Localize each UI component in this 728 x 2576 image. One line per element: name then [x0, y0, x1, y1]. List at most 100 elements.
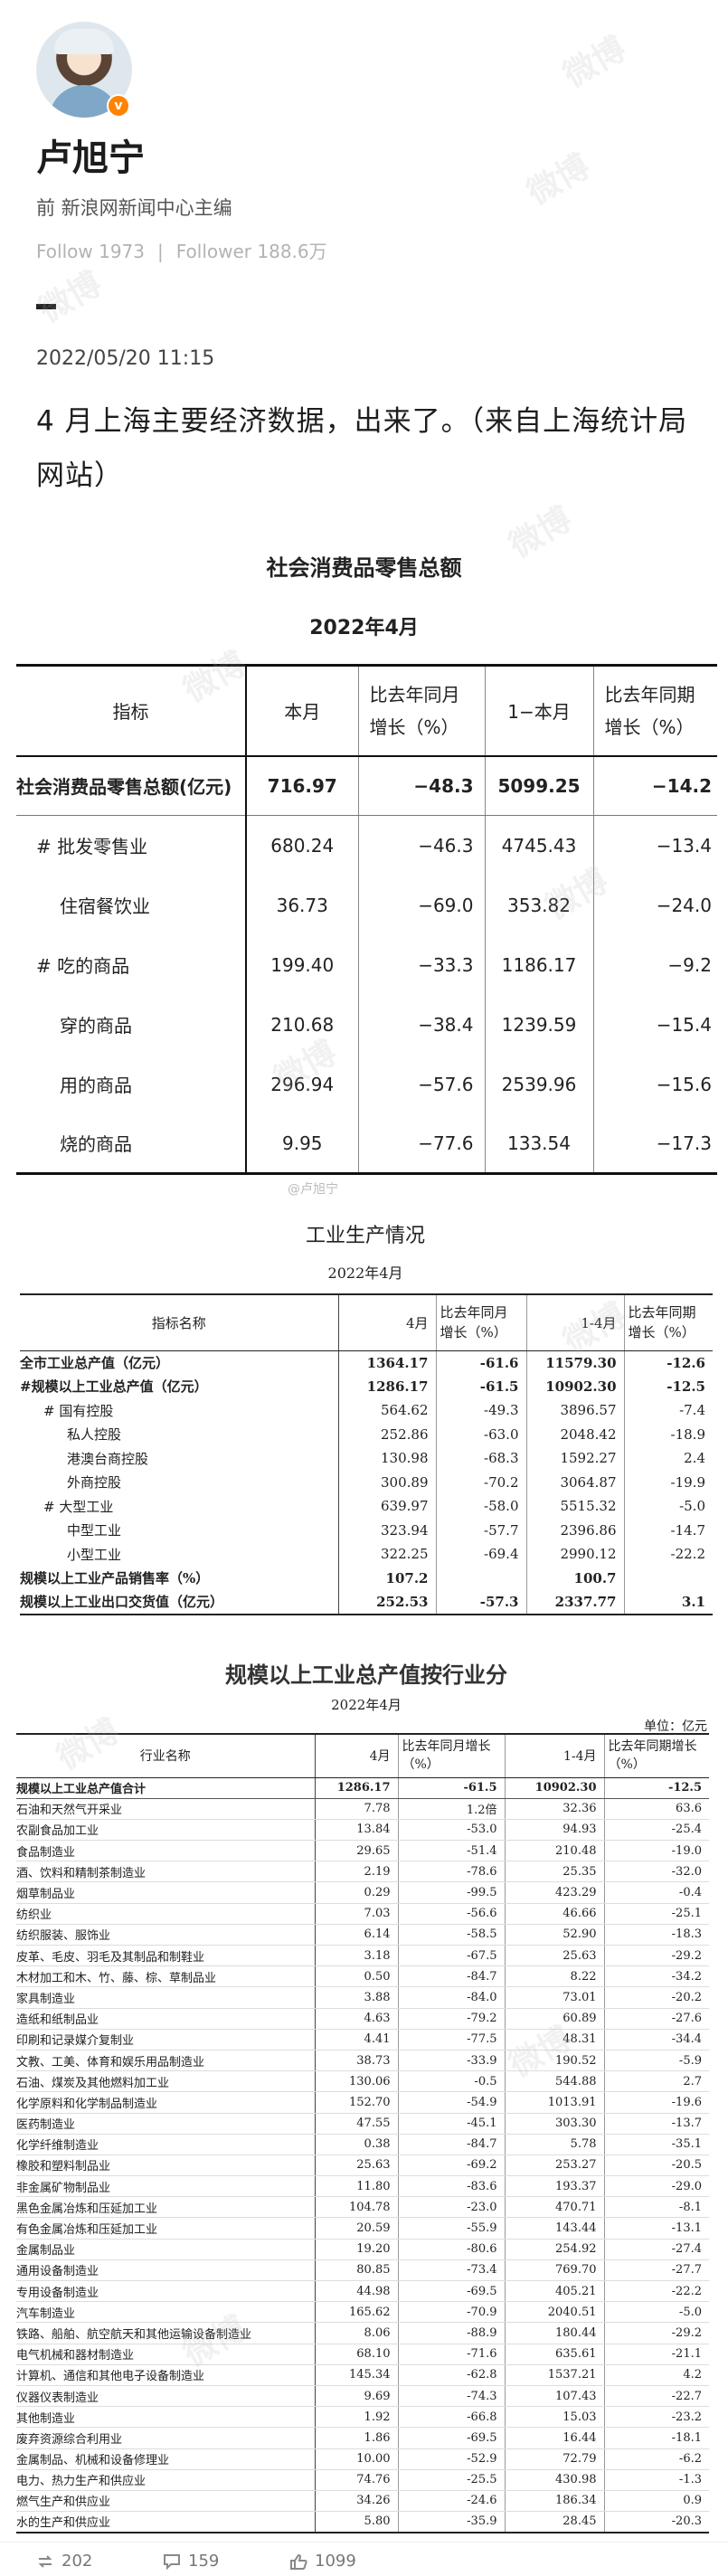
cell-value: 5099.25	[484, 755, 593, 816]
cell-value: 11579.30	[525, 1350, 624, 1375]
cell-value: -79.2	[397, 2008, 505, 2030]
cell-value: 1286.17	[337, 1374, 436, 1398]
cell-value: 2040.51	[504, 2301, 604, 2324]
row-label: 中型工业	[67, 1522, 122, 1539]
header-cell: 1-4月	[504, 1733, 604, 1778]
cell-value: -18.1	[603, 2427, 709, 2449]
table-row: 汽车制造业 165.62 -70.9 2040.51 -5.0	[16, 2301, 709, 2324]
cell-value: -0.5	[397, 2070, 505, 2093]
table-row: 木材加工和木、竹、藤、棕、草制品业 0.50 -84.7 8.22 -34.2	[16, 1965, 709, 1988]
header-cell: 比去年同月增长（%）	[435, 1293, 526, 1351]
cell-value: -29.2	[603, 2322, 709, 2344]
cell-value: -22.7	[603, 2385, 709, 2408]
cell-value: -32.0	[603, 1861, 709, 1883]
table-row: 电气机械和器材制造业 68.10 -71.6 635.61 -21.1	[16, 2344, 709, 2365]
cell-value: -14.7	[623, 1518, 713, 1542]
cell-value: 1.86	[314, 2427, 398, 2449]
table-row: 石油和天然气开采业 7.78 1.2倍 32.36 63.6	[16, 1798, 709, 1820]
cell-value: 190.52	[504, 2050, 604, 2072]
repost-button[interactable]: 202	[36, 2552, 92, 2571]
cell-value: 25.63	[504, 1945, 604, 1967]
cell-value: 353.82	[484, 875, 593, 935]
cell-value: 72.79	[504, 2448, 604, 2470]
row-label: 规模以上工业总产值合计	[16, 1777, 315, 1799]
header-cell: 指标名称	[20, 1293, 338, 1351]
post-action-bar: 202 159 1099	[0, 2542, 728, 2576]
cell-value: 252.53	[337, 1590, 436, 1615]
cell-value: -52.9	[397, 2448, 505, 2470]
cell-value: 430.98	[504, 2469, 604, 2491]
table-row: 规模以上工业出口交货值（亿元） 252.53 -57.3 2337.77 3.1	[20, 1590, 713, 1615]
cell-value: 133.54	[484, 1113, 593, 1175]
table-row: 中型工业 323.94 -57.7 2396.86 -14.7	[20, 1518, 713, 1542]
header-cell: 1-4月	[525, 1293, 624, 1351]
cell-value: 29.65	[314, 1840, 398, 1862]
cell-value: 2048.42	[525, 1422, 624, 1446]
table-row: 有色金属冶炼和压延加工业 20.59 -55.9 143.44 -13.1	[16, 2217, 709, 2240]
cell-value: -12.5	[623, 1374, 713, 1398]
table-row: 金属制品、机械和设备修理业 10.00 -52.9 72.79 -6.2	[16, 2448, 709, 2470]
cell-value: -74.3	[397, 2385, 505, 2408]
sector-output-image[interactable]: 规模以上工业总产值按行业分 2022年4月 单位：亿元 行业名称 4月 比去年同…	[9, 1644, 723, 2533]
table-row: 仪器仪表制造业 9.69 -74.3 107.43 -22.7	[16, 2385, 709, 2408]
cell-value: -27.7	[603, 2259, 709, 2282]
like-button[interactable]: 1099	[289, 2552, 356, 2571]
avatar[interactable]	[36, 22, 132, 118]
table-row: 专用设备制造业 44.98 -69.5 405.21 -22.2	[16, 2280, 709, 2303]
cell-value: -5.0	[623, 1494, 713, 1519]
cell-value: −46.3	[357, 815, 485, 876]
cell-value: -57.7	[435, 1518, 526, 1542]
retail-table-title: 社会消费品零售总额	[266, 555, 462, 581]
cell-value: -34.2	[603, 1965, 709, 1988]
cell-value: 165.62	[314, 2301, 398, 2324]
table-row: 石油、煤炭及其他燃料加工业 130.06 -0.5 544.88 2.7	[16, 2070, 709, 2093]
cell-value: 769.70	[504, 2259, 604, 2282]
image-watermark-caption: @卢旭宁	[288, 1182, 338, 1197]
row-label: 废弃资源综合利用业	[16, 2427, 315, 2449]
table-row: 外商控股 300.89 -70.2 3064.87 -19.9	[20, 1470, 713, 1494]
sector-table-subtitle: 2022年4月	[331, 1697, 402, 1713]
industry-table-title: 工业生产情况	[305, 1225, 425, 1247]
cell-value: 635.61	[504, 2344, 604, 2365]
cell-value: 32.36	[504, 1798, 604, 1820]
repost-icon	[38, 2555, 52, 2568]
follower-count[interactable]: Follower 188.6万	[175, 241, 327, 262]
table-row: 穿的商品 210.68 −38.4 1239.59 −15.4	[16, 994, 717, 1055]
follow-count[interactable]: Follow 1973	[36, 241, 145, 262]
cell-value: -13.1	[603, 2217, 709, 2240]
cell-value: 5515.32	[525, 1494, 624, 1519]
row-label: # 批发零售业	[36, 836, 148, 858]
cell-value: 9.69	[314, 2385, 398, 2408]
row-label: 用的商品	[60, 1075, 132, 1096]
cell-value: 36.73	[245, 875, 358, 935]
industry-production-image[interactable]: 工业生产情况 2022年4月 指标名称 4月 比去年同月增长（%） 1-4月 比…	[13, 1203, 718, 1644]
cell-value: 210.68	[245, 994, 358, 1055]
comment-button[interactable]: 159	[163, 2552, 219, 2571]
cell-value: -51.4	[397, 1840, 505, 1862]
cell-value: 1186.17	[484, 934, 593, 995]
avatar-cap	[54, 29, 114, 54]
cell-value: -58.0	[435, 1494, 526, 1519]
table-row: 化学纤维制造业 0.38 -84.7 5.78 -35.1	[16, 2134, 709, 2155]
row-label: 港澳台商控股	[67, 1450, 149, 1467]
post-text: 4 月上海主要经济数据，出来了。（来自上海统计局网站）	[36, 405, 688, 492]
cell-value: -62.8	[397, 2364, 505, 2386]
cell-value: -71.6	[397, 2344, 505, 2365]
cell-value: -8.1	[603, 2196, 709, 2219]
cell-value: -61.5	[397, 1777, 505, 1799]
table-row: # 大型工业 639.97 -58.0 5515.32 -5.0	[20, 1494, 713, 1519]
cell-value: 2.4	[623, 1446, 713, 1471]
cell-value: −69.0	[357, 875, 485, 935]
cell-value: -22.2	[603, 2280, 709, 2303]
cell-value: 544.88	[504, 2070, 604, 2093]
cell-value: -70.2	[435, 1470, 526, 1494]
cell-value: 2396.86	[525, 1518, 624, 1542]
table-row: 私人控股 252.86 -63.0 2048.42 -18.9	[20, 1422, 713, 1446]
table-row: # 吃的商品 199.40 −33.3 1186.17 −9.2	[16, 934, 717, 995]
username[interactable]: 卢旭宁	[36, 137, 145, 179]
row-label: 农副食品加工业	[16, 1819, 315, 1842]
row-label: 酒、饮料和精制茶制造业	[16, 1861, 315, 1883]
cell-value: 322.25	[337, 1542, 436, 1567]
cell-value: 38.73	[314, 2050, 398, 2072]
cell-value: −9.2	[592, 934, 717, 995]
